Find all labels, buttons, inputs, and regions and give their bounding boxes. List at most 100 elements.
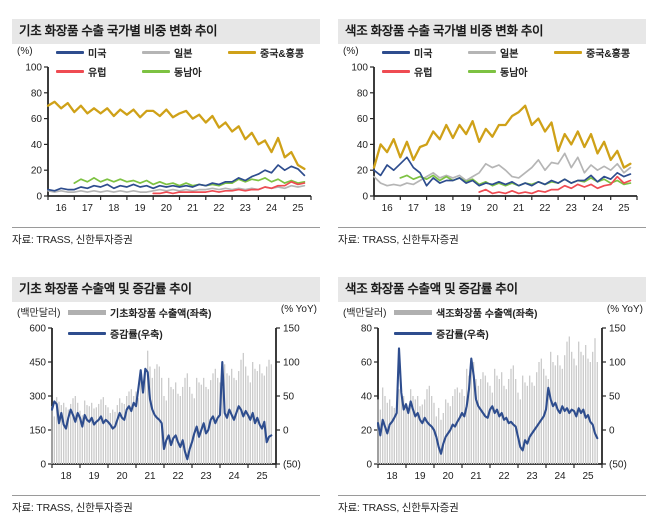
axis-tick-label: 23 <box>200 471 212 482</box>
legend-swatch-gold <box>228 51 256 54</box>
axis-tick-label: 23 <box>566 203 578 214</box>
axes: 0 20 40 60 80 100 16 17 18 19 20 21 22 23 24 25 <box>25 63 312 214</box>
left-axis-unit: (%) <box>343 46 359 57</box>
axis-tick-label: 20 <box>361 426 373 437</box>
chart-plot: 0 20 40 60 80 100 16 17 18 19 20 21 22 23 24 25 <box>25 63 312 214</box>
legend-item: 증감률(우축) <box>394 326 537 341</box>
axis-tick-label: 17 <box>82 203 94 214</box>
axis-tick-label: 16 <box>382 203 394 214</box>
axis-tick-label: 100 <box>283 358 300 369</box>
line-series-red <box>152 180 306 195</box>
source-note: 자료: TRASS, 신한투자증권 <box>12 495 320 515</box>
line-series-red <box>478 175 632 195</box>
legend-swatch-barLegend <box>68 310 106 315</box>
axis-tick-label: 24 <box>554 471 566 482</box>
axis-tick-label: 20 <box>31 166 43 177</box>
axis-tick-label: 0 <box>362 192 368 203</box>
legend-item: 중국&홍콩 <box>554 45 630 60</box>
legend-label: 중국&홍콩 <box>260 49 305 60</box>
left-axis-unit: (백만달러) <box>17 308 61 319</box>
axis-tick-label: 19 <box>134 203 146 214</box>
line-series-gold <box>46 100 306 171</box>
chart-legend: 미국 일본 중국&홍콩 유럽 동남아 <box>382 45 630 79</box>
axis-tick-label: 22 <box>172 471 184 482</box>
axis-tick-label: 21 <box>470 471 482 482</box>
axis-tick-label: 20 <box>161 203 173 214</box>
legend-swatch-navy <box>394 332 432 335</box>
axis-tick-label: 24 <box>592 203 604 214</box>
legend-label: 유럽 <box>414 68 433 79</box>
axis-tick-label: 24 <box>266 203 278 214</box>
line-series-navy <box>47 164 306 192</box>
left-axis-unit: (%) <box>17 46 33 57</box>
legend-item: 증감률(우축) <box>68 326 211 341</box>
axis-tick-label: 19 <box>414 471 426 482</box>
legend-label: 동남아 <box>174 68 202 79</box>
axis-tick-label: 22 <box>213 203 225 214</box>
legend-swatch-barLegend <box>394 310 432 315</box>
axis-tick-label: 100 <box>25 63 42 74</box>
legend-swatch-green <box>468 70 496 73</box>
axis-tick-label: 25 <box>292 203 304 214</box>
axis-tick-label: 25 <box>256 471 268 482</box>
axis-tick-label: (50) <box>609 460 627 471</box>
axis-tick-label: 21 <box>187 203 199 214</box>
legend-item: 일본 <box>468 45 554 60</box>
axis-tick-label: 0 <box>36 192 42 203</box>
axis-tick-label: (50) <box>283 460 301 471</box>
axis-tick-label: 80 <box>357 88 369 99</box>
legend-item: 기초화장품 수출액(좌축) <box>68 305 211 320</box>
axis-tick-label: 150 <box>609 324 626 335</box>
chart-legend: 색조화장품 수출액(좌축) 증감률(우축) <box>394 305 537 341</box>
legend-swatch-navy <box>68 332 106 335</box>
legend-item: 색조화장품 수출액(좌축) <box>394 305 537 320</box>
axis-tick-label: 23 <box>240 203 252 214</box>
chart-title: 색조 화장품 수출 국가별 비중 변화 추이 <box>338 19 646 44</box>
chart-legend: 기초화장품 수출액(좌축) 증감률(우축) <box>68 305 211 341</box>
axis-tick-label: 20 <box>487 203 499 214</box>
axis-tick-label: 20 <box>442 471 454 482</box>
legend-swatch-green <box>142 70 170 73</box>
legend-label: 색조화장품 수출액(좌축) <box>436 309 538 320</box>
legend-label: 미국 <box>88 49 107 60</box>
axis-tick-label: 20 <box>116 471 128 482</box>
line-series-navy <box>373 156 632 187</box>
legend-item: 유럽 <box>56 64 142 79</box>
legend-item: 중국&홍콩 <box>228 45 304 60</box>
axis-tick-label: 19 <box>460 203 472 214</box>
chart-plot: 0 20 40 60 80 100 16 17 18 19 20 21 22 23 24 25 <box>351 63 638 214</box>
legend-swatch-red <box>382 70 410 73</box>
axis-tick-label: 22 <box>539 203 551 214</box>
axis-tick-label: 0 <box>40 460 46 471</box>
charts-grid: 기초 화장품 수출 국가별 비중 변화 추이 (%) 미국 일본 중국&홍콩 유럽 동남… <box>12 19 646 515</box>
legend-label: 유럽 <box>88 68 107 79</box>
legend-item: 동남아 <box>142 64 228 79</box>
legend-item: 미국 <box>56 45 142 60</box>
legend-item: 일본 <box>142 45 228 60</box>
legend-label: 동남아 <box>500 68 528 79</box>
axis-tick-label: 18 <box>434 203 446 214</box>
axis-tick-label: 40 <box>361 392 373 403</box>
chart-panel-basic-amount: 기초 화장품 수출액 및 증감률 추이 (백만달러) (% YoY) 기초화장품… <box>12 277 320 515</box>
line-series-gray <box>373 152 632 187</box>
axis-tick-label: 450 <box>29 358 46 369</box>
axis-tick-label: 150 <box>29 426 46 437</box>
axis-tick-label: 0 <box>609 426 615 437</box>
line-series-gold <box>372 104 632 169</box>
axis-tick-label: 18 <box>108 203 120 214</box>
axes: 0 20 40 60 80 100 16 17 18 19 20 21 22 23 24 25 <box>351 63 638 214</box>
axis-tick-label: 600 <box>29 324 46 335</box>
axis-tick-label: 50 <box>283 392 295 403</box>
axis-tick-label: 40 <box>31 140 43 151</box>
chart-panel-color-share: 색조 화장품 수출 국가별 비중 변화 추이 (%) 미국 일본 중국&홍콩 유럽 동남… <box>338 19 646 247</box>
chart-area: (백만달러) (% YoY) 색조화장품 수출액(좌축) 증감률(우축) 0 20 4… <box>338 302 646 492</box>
growth-rate-line <box>376 347 599 455</box>
axis-tick-label: 60 <box>31 114 43 125</box>
axis-tick-label: 100 <box>609 358 626 369</box>
axis-tick-label: 40 <box>357 140 369 151</box>
legend-item: 동남아 <box>468 64 554 79</box>
axis-tick-label: 18 <box>60 471 72 482</box>
axis-tick-label: 80 <box>31 88 43 99</box>
axis-tick-label: 50 <box>609 392 621 403</box>
